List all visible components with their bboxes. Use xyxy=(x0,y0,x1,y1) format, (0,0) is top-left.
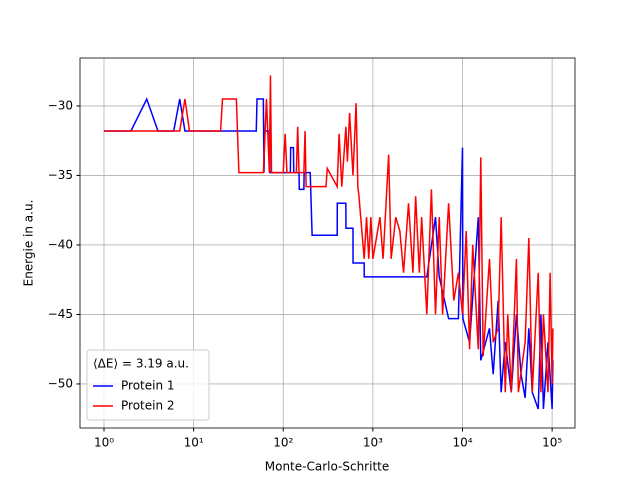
legend-box xyxy=(86,349,210,421)
x-tick-label: 10³ xyxy=(363,436,383,450)
x-tick-label: 10⁵ xyxy=(542,436,562,450)
y-tick-label: −30 xyxy=(48,98,73,112)
plot-frame xyxy=(79,57,576,429)
legend-label: Protein 1 xyxy=(121,379,175,393)
legend-label: Protein 2 xyxy=(121,399,175,413)
y-axis-label: Energie in a.u. xyxy=(22,200,36,287)
legend-title: ⟨ΔE⟩ = 3.19 a.u. xyxy=(93,357,189,371)
x-tick-label: 10⁰ xyxy=(94,436,114,450)
series-line xyxy=(103,75,554,393)
y-tick-label: −45 xyxy=(48,307,73,321)
x-tick-label: 10² xyxy=(273,436,293,450)
y-tick-label: −35 xyxy=(48,168,73,182)
x-tick-label: 10¹ xyxy=(184,436,204,450)
y-tick-label: −50 xyxy=(48,376,73,390)
x-tick-label: 10⁴ xyxy=(452,436,472,450)
y-tick-label: −40 xyxy=(48,237,73,251)
x-axis-label: Monte-Carlo-Schritte xyxy=(265,460,390,474)
